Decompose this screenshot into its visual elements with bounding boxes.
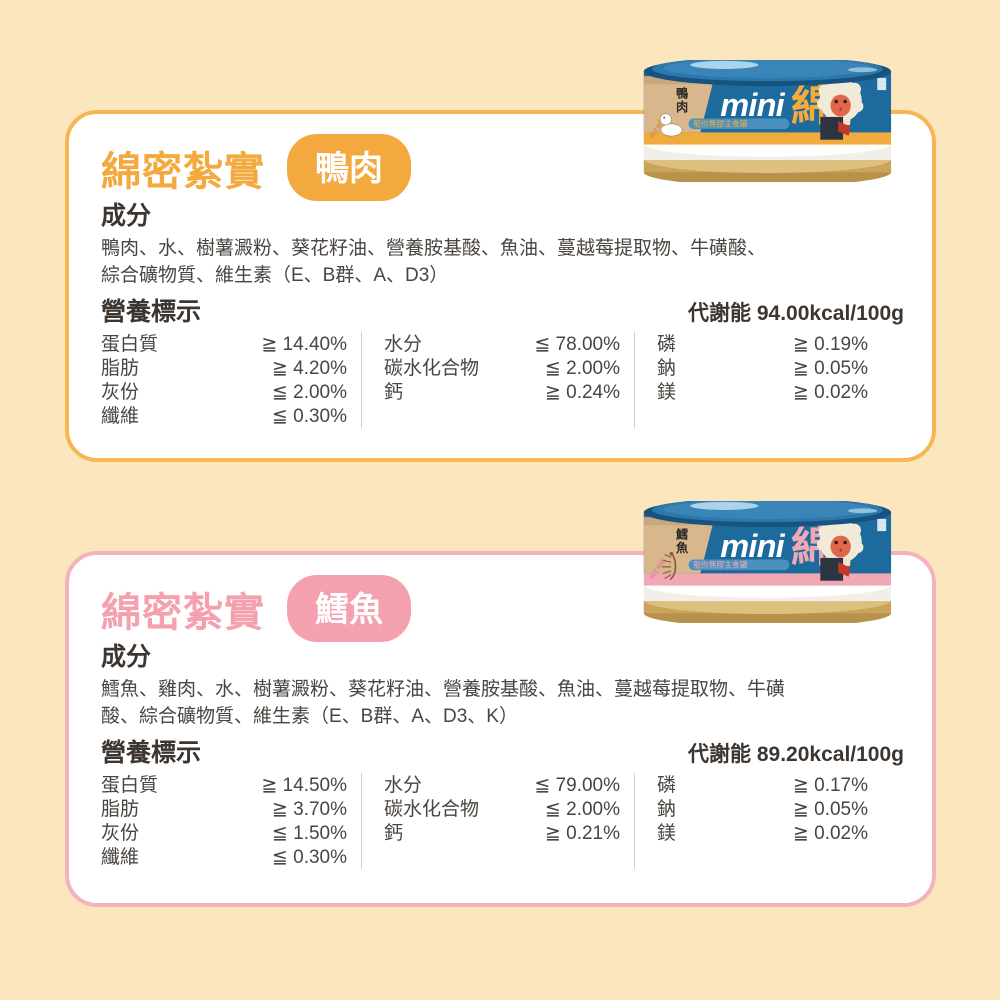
svg-text:寵你無膠主食罐: 寵你無膠主食罐 (693, 119, 747, 129)
svg-text:魚: 魚 (676, 540, 689, 555)
svg-text:mini: mini (720, 87, 785, 123)
svg-text:鴨: 鴨 (676, 85, 688, 100)
svg-text:肉: 肉 (676, 99, 688, 114)
svg-text:mini: mini (720, 528, 785, 564)
svg-text:寵你無膠主食罐: 寵你無膠主食罐 (693, 560, 747, 570)
svg-text:鱈: 鱈 (675, 526, 688, 541)
